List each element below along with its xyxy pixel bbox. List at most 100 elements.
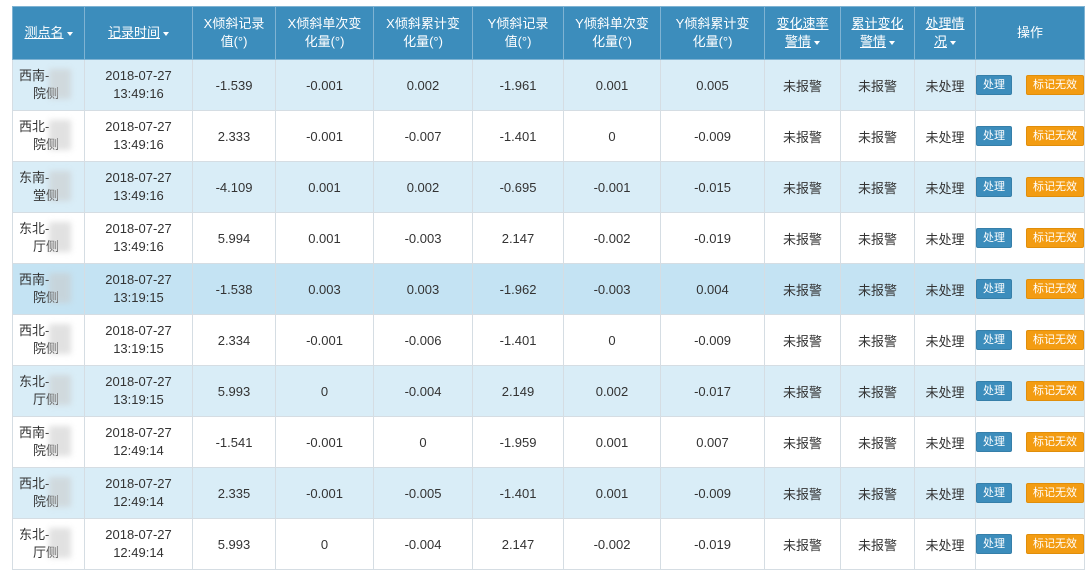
point-name-line1: 西北- [19, 119, 50, 134]
handle-button[interactable]: 处理 [976, 432, 1012, 452]
header-y-record: Y倾斜记录 值(°) [472, 6, 564, 60]
actions-cell: 处理 标记无效 [975, 263, 1085, 315]
header-record-time[interactable]: 记录时间 [84, 6, 193, 60]
table-row[interactable]: 东北- 厅侧 2018-07-27 12:49:14 5.993 0 -0.004 2.147… [12, 518, 1085, 570]
header-x-cum-line2: 化量(°) [403, 34, 443, 49]
redacted-blur [49, 324, 71, 354]
x-cumulative-change-cell: -0.007 [373, 110, 473, 162]
record-time-cell: 2018-07-27 13:49:16 [84, 59, 193, 111]
caret-down-icon[interactable] [163, 31, 169, 36]
table-row[interactable]: 西南- 院侧 2018-07-27 13:19:15 -1.538 0.003 0.003-… [12, 263, 1085, 315]
table-row[interactable]: 西北- 院侧 2018-07-27 12:49:14 2.335 -0.001 -0.005… [12, 467, 1085, 519]
point-name-line1: 东南- [19, 170, 50, 185]
point-name-cell: 西北- 院侧 [12, 467, 85, 519]
header-cum-alarm[interactable]: 累计变化警情 [840, 6, 915, 60]
mark-invalid-button[interactable]: 标记无效 [1026, 126, 1084, 146]
mark-invalid-button[interactable]: 标记无效 [1026, 483, 1084, 503]
table-row[interactable]: 西南- 院侧 2018-07-27 13:49:16 -1.539 -0.001 0.002… [12, 59, 1085, 111]
y-cumulative-change-cell: 0.007 [660, 416, 765, 468]
table-row[interactable]: 东北- 厅侧 2018-07-27 13:49:16 5.994 0.001 -0.003 2… [12, 212, 1085, 264]
caret-down-icon[interactable] [889, 40, 895, 45]
y-record-value-cell: 2.149 [472, 365, 564, 417]
cumulative-alarm-cell: 未报警 [840, 416, 915, 468]
point-name-line1: 东北- [19, 221, 50, 236]
redacted-blur [49, 528, 71, 558]
header-rate-alarm-line1[interactable]: 变化速率 [776, 16, 829, 31]
y-cumulative-change-cell: -0.009 [660, 314, 765, 366]
point-name-cell: 东北- 厅侧 [12, 212, 85, 264]
header-cum-alarm-line1[interactable]: 累计变化 [851, 16, 904, 31]
cumulative-alarm-cell: 未报警 [840, 518, 915, 570]
header-rate-alarm[interactable]: 变化速率警情 [764, 6, 841, 60]
y-cumulative-change-cell: -0.019 [660, 212, 765, 264]
table-row[interactable]: 西南- 院侧 2018-07-27 12:49:14 -1.541 -0.001 0 -1.9… [12, 416, 1085, 468]
mark-invalid-button[interactable]: 标记无效 [1026, 228, 1084, 248]
mark-invalid-button[interactable]: 标记无效 [1026, 177, 1084, 197]
handle-button[interactable]: 处理 [976, 75, 1012, 95]
x-cumulative-change-cell: 0 [373, 416, 473, 468]
mark-invalid-button[interactable]: 标记无效 [1026, 432, 1084, 452]
mark-invalid-button[interactable]: 标记无效 [1026, 534, 1084, 554]
process-status-cell: 未处理 [914, 314, 976, 366]
table-row[interactable]: 东北- 厅侧 2018-07-27 13:19:15 5.993 0 -0.004 2.149… [12, 365, 1085, 417]
table-row[interactable]: 西北- 院侧 2018-07-27 13:19:15 2.334 -0.001 -0.006… [12, 314, 1085, 366]
header-status-line1[interactable]: 处理情 [925, 16, 965, 31]
point-name-cell: 西北- 院侧 [12, 314, 85, 366]
process-status-cell: 未处理 [914, 161, 976, 213]
x-record-value-cell: 2.335 [192, 467, 276, 519]
caret-down-icon[interactable] [66, 31, 73, 36]
actions-cell: 处理 标记无效 [975, 467, 1085, 519]
record-time: 13:19:15 [113, 392, 164, 407]
header-x-cum-line1: X倾斜累计变 [386, 16, 460, 31]
handle-button[interactable]: 处理 [976, 177, 1012, 197]
rate-alarm-cell: 未报警 [764, 518, 841, 570]
actions-cell: 处理 标记无效 [975, 365, 1085, 417]
x-record-value-cell: -1.539 [192, 59, 276, 111]
header-point-name[interactable]: 测点名 [12, 6, 85, 60]
mark-invalid-button[interactable]: 标记无效 [1026, 279, 1084, 299]
handle-button[interactable]: 处理 [976, 228, 1012, 248]
header-rate-alarm-line2[interactable]: 警情 [784, 34, 811, 49]
process-status-cell: 未处理 [914, 110, 976, 162]
cumulative-alarm-cell: 未报警 [840, 161, 915, 213]
header-status[interactable]: 处理情况 [914, 6, 976, 60]
y-cumulative-change-cell: 0.004 [660, 263, 765, 315]
header-record-time-label[interactable]: 记录时间 [107, 25, 160, 40]
x-single-change-cell: 0 [275, 365, 374, 417]
handle-button[interactable]: 处理 [976, 534, 1012, 554]
table-row[interactable]: 西北- 院侧 2018-07-27 13:49:16 2.333 -0.001 -0.007… [12, 110, 1085, 162]
table-header-row: 测点名 记录时间 X倾斜记录 值(°) X倾斜单次变 化量(°) X倾斜累计变 化量(… [12, 6, 1085, 60]
point-name-cell: 东北- 厅侧 [12, 365, 85, 417]
process-status-cell: 未处理 [914, 518, 976, 570]
table-row[interactable]: 东南- 堂侧 2018-07-27 13:49:16 -4.109 0.001 0.002-… [12, 161, 1085, 213]
point-name-line1: 西南- [19, 425, 50, 440]
actions-cell: 处理 标记无效 [975, 59, 1085, 111]
header-cum-alarm-line2[interactable]: 警情 [859, 34, 886, 49]
caret-down-icon[interactable] [950, 40, 956, 45]
record-time-cell: 2018-07-27 13:19:15 [84, 365, 193, 417]
actions-cell: 处理 标记无效 [975, 518, 1085, 570]
process-status-cell: 未处理 [914, 59, 976, 111]
mark-invalid-button[interactable]: 标记无效 [1026, 330, 1084, 350]
y-record-value-cell: 2.147 [472, 518, 564, 570]
caret-down-icon[interactable] [814, 40, 820, 45]
x-single-change-cell: 0 [275, 518, 374, 570]
handle-button[interactable]: 处理 [976, 381, 1012, 401]
record-time-cell: 2018-07-27 13:19:15 [84, 263, 193, 315]
handle-button[interactable]: 处理 [976, 279, 1012, 299]
point-name-cell: 东北- 厅侧 [12, 518, 85, 570]
header-y-single: Y倾斜单次变 化量(°) [563, 6, 661, 60]
record-date: 2018-07-27 [105, 425, 172, 440]
handle-button[interactable]: 处理 [976, 126, 1012, 146]
process-status-cell: 未处理 [914, 416, 976, 468]
header-status-line2[interactable]: 况 [933, 34, 947, 49]
handle-button[interactable]: 处理 [976, 483, 1012, 503]
rate-alarm-cell: 未报警 [764, 263, 841, 315]
mark-invalid-button[interactable]: 标记无效 [1026, 381, 1084, 401]
handle-button[interactable]: 处理 [976, 330, 1012, 350]
header-actions: 操作 [975, 6, 1085, 60]
mark-invalid-button[interactable]: 标记无效 [1026, 75, 1084, 95]
header-point-name-label[interactable]: 测点名 [24, 25, 64, 40]
header-x-single-line1: X倾斜单次变 [287, 16, 362, 31]
point-name-line1: 东北- [19, 374, 50, 389]
